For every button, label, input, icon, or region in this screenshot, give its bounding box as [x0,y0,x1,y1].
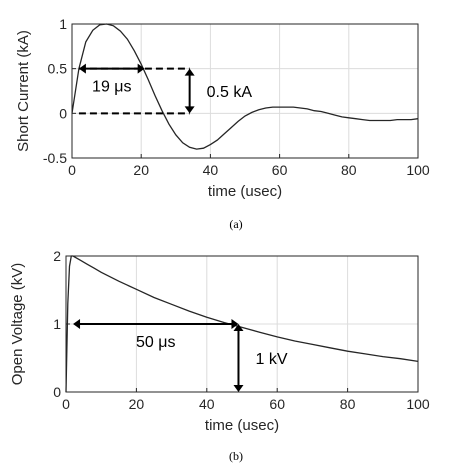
chart-a-frame [71,23,419,159]
y-tick-label: 0 [59,105,67,121]
chart-b-caption: (b) [229,449,243,463]
arrow-head [137,63,145,74]
x-tick-label: 80 [341,162,357,178]
time-interval-label: 50 μs [136,334,175,351]
y-tick-label: -0.5 [43,150,67,166]
x-tick-label: 40 [199,396,215,412]
arrow-head [184,68,195,76]
chart-b: 50 μs 1 kV 0 20 40 60 80 100 0 1 2 time (usec) Op… [9,248,430,463]
x-tick-label: 100 [406,396,430,412]
short-current-curve [71,23,419,150]
y-tick-label: 1 [53,316,61,332]
x-tick-label: 80 [340,396,356,412]
y-tick-label: 1 [59,16,67,32]
y-tick-label: 0 [53,384,61,400]
chart-a-x-axis-label: time (usec) [208,183,282,200]
y-tick-label: 2 [53,248,61,264]
chart-a: 19 μs 0.5 kA 0 20 40 60 80 100-0.500.51 time (… [15,16,430,231]
chart-b-y-axis-label: Open Voltage (kV) [9,263,26,386]
x-tick-label: 20 [133,162,149,178]
x-tick-label: 100 [406,162,430,178]
magnitude-label: 0.5 kA [207,84,253,101]
open-voltage-curve [65,255,419,393]
arrow-head [184,106,195,114]
arrow-head [233,324,244,331]
x-tick-label: 40 [203,162,219,178]
x-tick-label: 60 [269,396,285,412]
chart-b-x-axis-label: time (usec) [205,417,279,434]
x-tick-label: 60 [272,162,288,178]
arrow-head [233,385,244,392]
arrow-head [231,319,239,329]
arrow-head [73,319,81,329]
chart-a-y-axis-label: Short Current (kA) [15,30,32,152]
x-tick-label: 0 [62,396,70,412]
y-tick-label: 0.5 [48,61,68,77]
x-tick-label: 0 [68,162,76,178]
magnitude-label: 1 kV [255,351,287,368]
time-interval-label: 19 μs [92,79,131,96]
x-tick-label: 20 [129,396,145,412]
chart-a-caption: (a) [229,217,242,231]
